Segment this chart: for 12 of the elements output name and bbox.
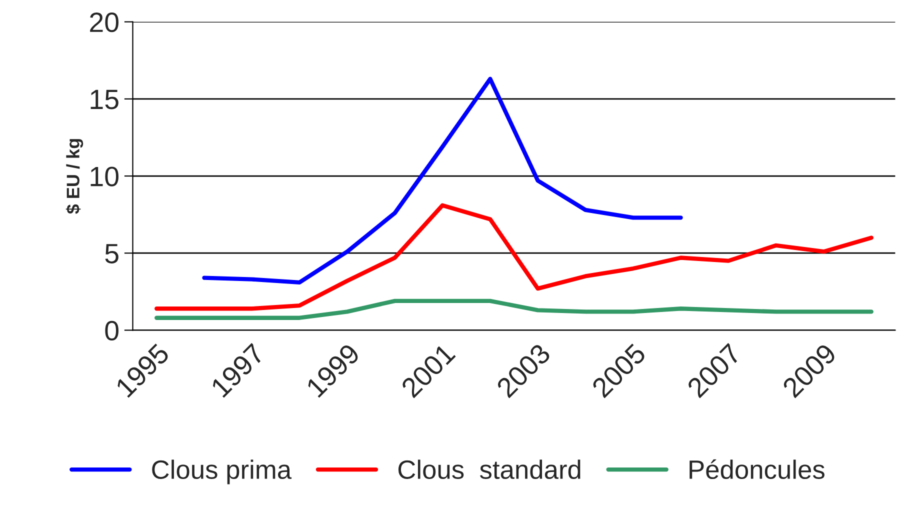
legend-label: Clous prima <box>152 460 292 484</box>
y-axis-title: $ EU / kg <box>66 139 84 214</box>
legend-label: Clous standard <box>398 460 580 480</box>
y-tick-label: 10 <box>90 166 118 186</box>
y-tick-label: 0 <box>105 320 118 341</box>
line-series <box>154 298 874 320</box>
y-tick-label: 5 <box>105 244 118 264</box>
y-tick-label: 15 <box>90 90 118 110</box>
y-tick-label: 20 <box>90 12 118 32</box>
line-series <box>154 203 874 311</box>
line-series <box>202 76 683 284</box>
legend-label: Pédoncules <box>690 459 824 480</box>
